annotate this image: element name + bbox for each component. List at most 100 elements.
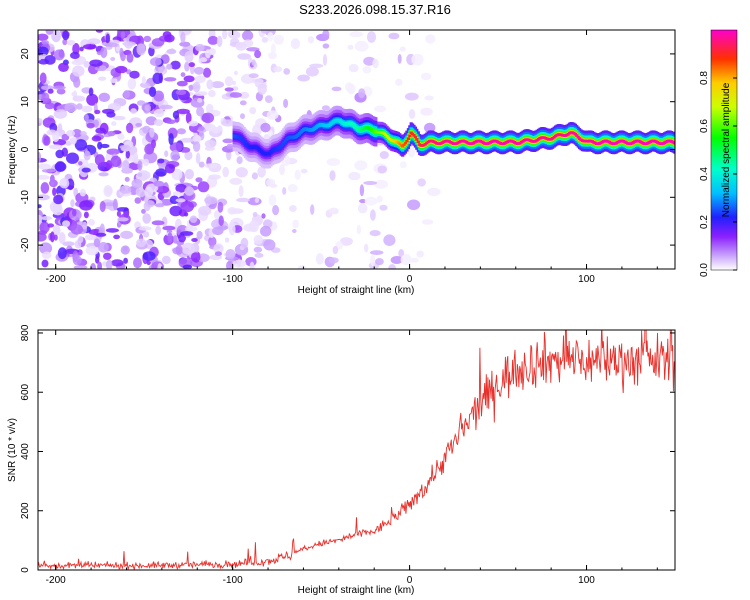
speckle-blob [237, 53, 251, 60]
speckle-blob [85, 245, 99, 256]
x-tick-label: -200 [46, 274, 66, 285]
speckle-blob [240, 113, 245, 120]
speckle-blob [267, 32, 274, 42]
speckle-blob [395, 78, 403, 86]
speckle-blob [137, 160, 143, 171]
speckle-blob [377, 165, 387, 174]
speckle-blob [184, 61, 190, 72]
speckle-blob [169, 205, 182, 217]
snr-x-label: Height of straight line (km) [298, 585, 415, 596]
speckle-blob [366, 31, 377, 43]
speckle-blob [164, 150, 169, 157]
speckle-blob [297, 74, 310, 82]
speckle-blob [279, 164, 285, 176]
speckle-blob [310, 204, 315, 215]
speckle-blob [145, 200, 155, 208]
speckle-blob [328, 207, 339, 215]
speckle-blob [190, 252, 201, 263]
speckle-blob [175, 198, 186, 203]
speckle-blob [142, 213, 151, 224]
speckle-blob [39, 221, 50, 233]
speckle-blob [102, 202, 117, 207]
speckle-blob [388, 32, 400, 40]
speckle-blob [105, 160, 113, 170]
speckle-blob [236, 197, 250, 203]
speckle-blob [43, 135, 51, 146]
ridge-segment [406, 137, 410, 140]
speckle-blob [379, 204, 388, 211]
speckle-blob [273, 66, 283, 73]
ridge-segment [402, 143, 406, 147]
speckle-blob [168, 133, 174, 145]
speckle-blob [180, 231, 194, 236]
speckle-blob [194, 66, 205, 75]
speckle-blob [115, 46, 120, 52]
speckle-blob [425, 34, 436, 44]
speckle-blob [176, 128, 186, 135]
speckle-blob [370, 209, 376, 221]
speckle-blob [254, 197, 260, 203]
speckle-blob [88, 87, 94, 96]
speckle-blob [261, 213, 266, 219]
speckle-blob [271, 43, 276, 55]
speckle-blob [345, 82, 353, 92]
speckle-blob [172, 110, 180, 119]
speckle-blob [133, 257, 142, 269]
speckle-blob [72, 208, 77, 217]
speckle-blob [287, 184, 298, 193]
speckle-blob [86, 93, 99, 106]
speckle-blob [370, 250, 384, 256]
speckle-blob [251, 78, 264, 84]
speckle-blob [180, 137, 194, 143]
colorbar-label: Normalized spectral amplitude [721, 82, 732, 217]
speckle-blob [105, 228, 119, 233]
speckle-blob [41, 40, 49, 45]
speckle-blob [400, 253, 412, 266]
speckle-blob [370, 254, 376, 267]
ridge-segment [398, 142, 402, 146]
speckle-blob [212, 226, 224, 236]
speckle-blob [126, 52, 134, 63]
speckle-blob [268, 130, 273, 137]
speckle-blob [375, 258, 384, 266]
x-tick-label: 0 [407, 575, 413, 586]
speckle-blob [53, 109, 68, 119]
speckle-blob [294, 169, 301, 180]
speckle-blob [211, 81, 225, 89]
speckle-blob [184, 212, 189, 217]
speckle-blob [383, 234, 396, 246]
speckle-blob [144, 104, 151, 112]
speckle-blob [264, 95, 273, 103]
speckle-blob [254, 50, 262, 59]
speckle-blob [123, 90, 131, 99]
speckle-blob [248, 220, 259, 233]
speckle-blob [154, 119, 164, 126]
speckle-blob [53, 194, 64, 205]
speckle-blob [196, 106, 205, 117]
speckle-blob [83, 150, 91, 161]
speckle-blob [289, 205, 297, 212]
ridge-segment [412, 134, 416, 137]
speckle-blob [322, 54, 328, 66]
speckle-blob [175, 89, 187, 96]
speckle-blob [137, 170, 151, 181]
speckle-blob [38, 151, 42, 163]
speckle-blob [98, 92, 111, 103]
speckle-blob [71, 91, 76, 97]
speckle-blob [136, 43, 146, 56]
speckle-blob [184, 51, 194, 63]
speckle-blob [283, 68, 291, 75]
speckle-blob [194, 75, 206, 84]
speckle-blob [91, 135, 102, 142]
speckle-blob [155, 168, 167, 177]
speckle-blob [235, 41, 247, 51]
speckle-blob [204, 139, 217, 148]
speckle-blob [59, 177, 70, 189]
speckle-blob [399, 161, 407, 169]
speckle-blob [374, 105, 387, 113]
speckle-blob [180, 200, 194, 213]
speckle-blob [73, 76, 81, 88]
y-tick-label: -20 [20, 237, 31, 252]
speckle-blob [184, 169, 194, 180]
speckle-blob [183, 75, 195, 83]
